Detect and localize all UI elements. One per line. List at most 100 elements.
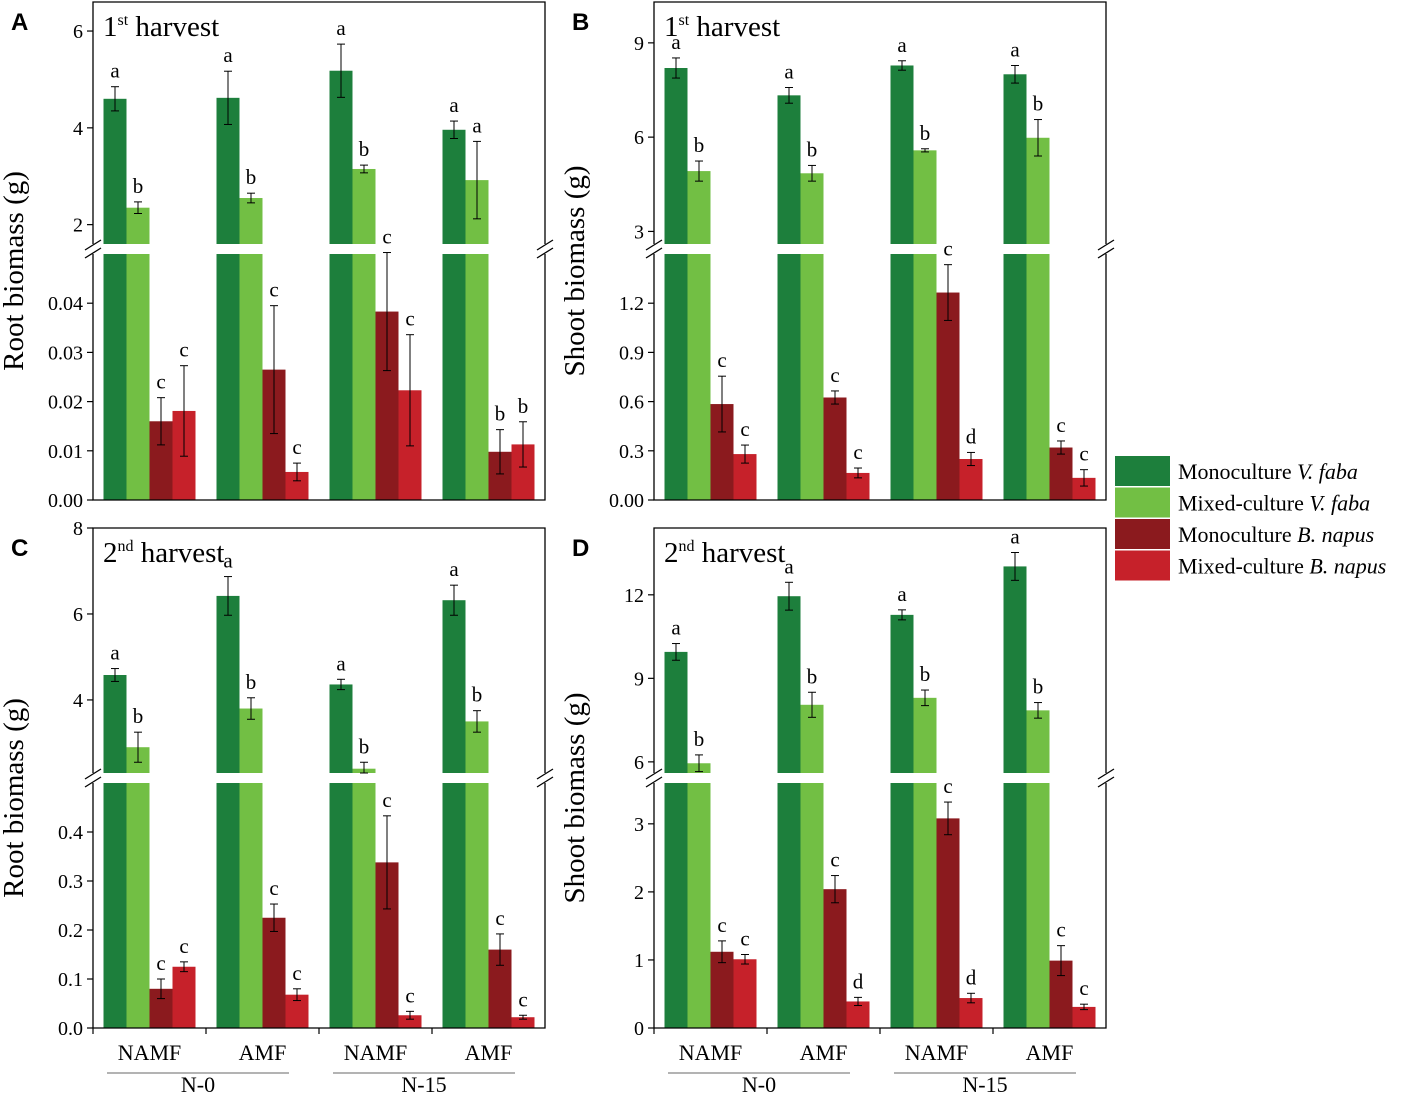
y-tick-label: 3 [634,814,644,836]
y-tick-label: 3 [634,221,644,243]
bar [216,595,240,773]
bar [959,998,983,1028]
significance-letter: c [518,987,527,1011]
bar-lower-segment [1003,254,1027,500]
significance-letter: c [1079,976,1088,1000]
panel-letter: A [11,9,28,36]
significance-letter: b [807,664,818,688]
bar-lower-segment [442,254,466,500]
significance-letter: c [853,440,862,464]
bar [1026,710,1050,773]
bar-lower-segment [777,254,801,500]
axis-frame-upper [92,1,546,244]
axis-break-mark [1097,776,1115,788]
bar [1026,137,1050,244]
y-tick-label: 6 [634,127,644,149]
y-axis-label: Shoot biomass (g) [559,692,591,903]
panel-b: aaa ab bbbccccccdc3690.000.30.60.91.2Shoot… [559,1,1115,512]
bar [733,959,757,1028]
axis-break-gap [653,244,1107,254]
bar [375,311,399,500]
y-tick-label: 0.01 [48,441,83,463]
bar [710,404,734,500]
bar [239,708,263,773]
bar [262,917,286,1028]
significance-letter: d [966,424,977,448]
axis-break-mark [645,247,663,259]
bar [777,596,801,773]
panel-title: 1st harvest [664,11,780,43]
bar [890,65,914,244]
bar [442,600,466,773]
significance-letter: a [110,641,120,665]
bar-lower-segment [890,783,914,1028]
bar [149,421,173,500]
y-tick-label: 0.4 [58,822,83,844]
y-tick-label: 0.1 [58,969,83,991]
legend-label: Mixed-culture B. napus [1178,554,1386,579]
significance-letter: b [246,670,257,694]
significance-letter: c [495,906,504,930]
y-tick-label: 4 [73,690,83,712]
significance-letter: c [269,278,278,302]
bar [103,98,127,244]
significance-letter: b [472,683,483,707]
significance-letter: c [740,927,749,951]
legend-label: Monoculture B. napus [1178,522,1374,547]
bar [687,171,711,244]
bar-lower-segment [465,783,489,1028]
y-tick-label: 0.3 [58,871,83,893]
bar [710,951,734,1028]
bar [823,889,847,1028]
significance-letter: a [336,16,346,40]
bar [442,129,466,244]
x-category-label: AMF [1026,1040,1074,1065]
bar-lower-segment [329,254,353,500]
significance-letter: c [179,338,188,362]
significance-letter: c [830,848,839,872]
significance-letter: a [223,43,233,67]
bar [890,614,914,773]
y-tick-label: 4 [73,118,83,140]
significance-letter: c [156,951,165,975]
significance-letter: a [449,93,459,117]
bar [846,1001,870,1028]
significance-letter: b [359,137,370,161]
bar [488,451,512,500]
y-tick-label: 0.0 [58,1018,83,1040]
legend-swatch [1115,487,1170,518]
axis-break-mark [84,239,102,251]
bar-lower-segment [465,254,489,500]
significance-letter: b [920,121,931,145]
significance-letter: c [382,788,391,812]
bar-lower-segment [913,254,937,500]
y-tick-label: 0.9 [619,342,644,364]
y-tick-label: 2 [634,882,644,904]
significance-letter: c [292,435,301,459]
significance-letter: c [179,934,188,958]
significance-letter: a [671,616,681,640]
significance-letter: c [717,348,726,372]
y-tick-label: 12 [624,585,644,607]
panel-title: 2nd harvest [664,537,786,569]
legend-swatch [1115,519,1170,549]
significance-letter: a [784,59,794,83]
significance-letter: a [897,33,907,57]
bar-lower-segment [890,254,914,500]
bar [285,471,309,500]
significance-letter: b [359,734,370,758]
significance-letter: a [449,557,459,581]
significance-letter: c [1056,918,1065,942]
bar [1003,74,1027,245]
bar-lower-segment [1026,783,1050,1028]
bar [1072,477,1096,500]
axis-break-gap [653,773,1107,783]
bar [1003,566,1027,773]
bar-lower-segment [800,254,824,500]
significance-letter: c [1079,442,1088,466]
significance-letter: c [1056,413,1065,437]
bar [800,704,824,773]
legend-label: Monoculture V. faba [1178,459,1358,484]
bar-lower-segment [103,254,127,500]
significance-letter: c [943,237,952,261]
